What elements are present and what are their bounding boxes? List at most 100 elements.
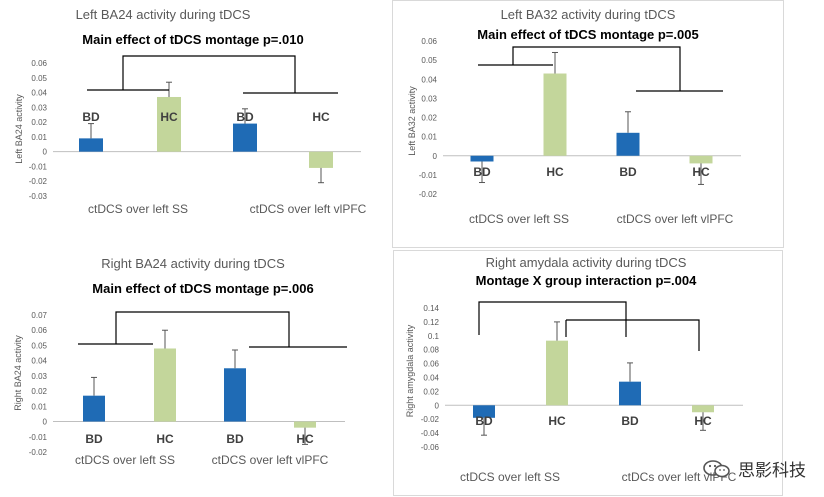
y-axis-label: Left BA24 activity — [14, 94, 24, 164]
y-tick-label: 0.03 — [31, 372, 47, 381]
category-label: HC — [548, 414, 566, 428]
y-tick-label: 0.06 — [31, 59, 47, 68]
bar-bd — [224, 368, 246, 422]
y-tick-label: 0.06 — [31, 326, 47, 335]
bar-bd — [233, 123, 257, 152]
y-tick-label: 0.07 — [31, 311, 47, 320]
category-label: BD — [85, 432, 103, 446]
category-label: BD — [621, 414, 639, 428]
bar-bd — [470, 155, 494, 162]
bar-hc — [543, 73, 567, 156]
y-tick-label: 0.03 — [421, 94, 437, 103]
y-tick-label: 0.04 — [31, 89, 47, 98]
wechat-icon — [703, 459, 730, 477]
chart-title: Right amydala activity during tDCS — [486, 255, 687, 270]
y-tick-label: -0.02 — [29, 448, 48, 457]
y-tick-label: 0.01 — [31, 402, 47, 411]
y-tick-label: 0.04 — [423, 374, 439, 383]
category-label: BD — [82, 110, 100, 124]
y-tick-label: 0.12 — [423, 318, 439, 327]
watermark: 思影科技 — [702, 456, 806, 481]
y-tick-label: 0 — [43, 418, 48, 427]
group-label: ctDCS over left SS — [88, 202, 188, 216]
bar-hc — [689, 155, 713, 164]
y-tick-label: 0.05 — [31, 341, 47, 350]
category-label: HC — [156, 432, 174, 446]
category-label: HC — [546, 165, 564, 179]
y-tick-label: 0.02 — [31, 387, 47, 396]
bar-hc — [309, 151, 333, 168]
y-tick-label: -0.03 — [29, 192, 48, 201]
y-tick-label: 0.02 — [421, 114, 437, 123]
category-label: HC — [692, 165, 710, 179]
y-tick-label: -0.01 — [419, 171, 438, 180]
group-label: ctDCS over left SS — [469, 212, 569, 226]
category-label: HC — [694, 414, 712, 428]
category-label: BD — [473, 165, 491, 179]
bar-hc — [154, 348, 176, 422]
y-tick-label: 0.05 — [31, 74, 47, 83]
y-tick-label: 0.04 — [421, 75, 437, 84]
significance-bracket — [87, 55, 338, 94]
y-tick-label: -0.04 — [421, 429, 440, 438]
y-tick-label: 0.06 — [423, 360, 439, 369]
chart-panel-right-ba24: Right BA24 activity during tDCS Main effe… — [2, 252, 386, 494]
y-tick-label: -0.02 — [421, 415, 440, 424]
y-tick-label: 0 — [435, 401, 440, 410]
significance-bracket — [78, 311, 347, 348]
chart-svg: Right amydala activity during tDCS Montag… — [405, 255, 743, 484]
y-axis-label: Right amygdala activity — [405, 324, 415, 417]
chart-subtitle: Main effect of tDCS montage p=.005 — [477, 27, 698, 42]
chart-panel-left-ba24: Left BA24 activity during tDCS Main effec… — [2, 0, 386, 241]
category-label: BD — [236, 110, 254, 124]
y-tick-label: 0.06 — [421, 37, 437, 46]
significance-bracket — [478, 46, 723, 92]
y-tick-label: 0.14 — [423, 304, 439, 313]
y-axis-label: Right BA24 activity — [13, 335, 23, 411]
category-label: HC — [312, 110, 330, 124]
bar-bd — [473, 405, 495, 418]
category-label: BD — [475, 414, 493, 428]
chart-title: Left BA24 activity during tDCS — [76, 7, 251, 22]
y-tick-label: 0.02 — [31, 118, 47, 127]
watermark-text: 思影科技 — [738, 461, 806, 480]
y-tick-label: -0.02 — [29, 177, 48, 186]
category-label: BD — [226, 432, 244, 446]
chart-title: Left BA32 activity during tDCS — [501, 7, 676, 22]
group-label: ctDCS over left SS — [75, 453, 175, 467]
y-tick-label: 0.03 — [31, 103, 47, 112]
y-tick-label: 0.01 — [31, 133, 47, 142]
y-tick-label: 0.08 — [423, 346, 439, 355]
y-axis-label: Left BA32 activity — [407, 86, 417, 156]
bar-hc — [692, 405, 714, 413]
chart-svg: Left BA24 activity during tDCS Main effec… — [14, 7, 367, 216]
y-tick-label: -0.02 — [419, 190, 438, 199]
group-label: ctDCS over left SS — [460, 470, 560, 484]
chart-subtitle: Main effect of tDCS montage p=.010 — [82, 32, 303, 47]
chart-svg: Left BA32 activity during tDCS Main effec… — [407, 7, 741, 226]
y-tick-label: 0 — [43, 148, 48, 157]
chart-panel-left-ba32: Left BA32 activity during tDCS Main effec… — [392, 0, 784, 248]
group-label: ctDCS over left vlPFC — [617, 212, 734, 226]
y-tick-label: 0 — [433, 152, 438, 161]
y-tick-label: -0.06 — [421, 443, 440, 452]
bar-hc — [157, 96, 181, 152]
bar-bd — [83, 395, 105, 422]
y-tick-label: 0.05 — [421, 56, 437, 65]
y-tick-label: 0.1 — [428, 332, 440, 341]
bar-bd — [616, 132, 640, 156]
bar-bd — [619, 381, 641, 406]
bar-bd — [79, 138, 103, 152]
y-tick-label: -0.01 — [29, 162, 48, 171]
group-label: ctDCS over left vlPFC — [212, 453, 329, 467]
bar-hc — [294, 421, 316, 428]
chart-title: Right BA24 activity during tDCS — [101, 256, 285, 271]
y-tick-label: -0.01 — [29, 433, 48, 442]
group-label: ctDCS over left vlPFC — [250, 202, 367, 216]
chart-subtitle: Main effect of tDCS montage p=.006 — [92, 281, 313, 296]
y-tick-label: 0.02 — [423, 387, 439, 396]
chart-panel-right-amygdala: Right amydala activity during tDCS Montag… — [393, 250, 783, 496]
category-label: HC — [296, 432, 314, 446]
y-tick-label: 0.01 — [421, 133, 437, 142]
category-label: BD — [619, 165, 637, 179]
